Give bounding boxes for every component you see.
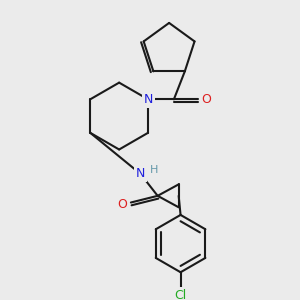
Text: N: N bbox=[136, 167, 145, 180]
Text: O: O bbox=[201, 93, 211, 106]
Text: Cl: Cl bbox=[174, 289, 187, 300]
Text: O: O bbox=[117, 198, 127, 211]
Text: H: H bbox=[150, 165, 158, 175]
Text: N: N bbox=[143, 93, 153, 106]
